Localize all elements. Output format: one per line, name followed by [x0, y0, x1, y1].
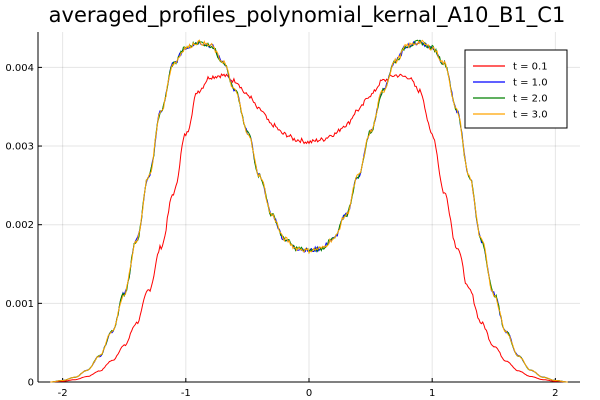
- x-tick-label: -2: [58, 388, 68, 399]
- series-line-4: [50, 39, 568, 383]
- legend: t = 0.1 t = 1.0 t = 2.0 t = 3.0: [464, 49, 568, 129]
- y-tick-label: 0: [28, 378, 34, 389]
- y-tick-label: 0.002: [5, 220, 34, 231]
- series-line-1: [50, 73, 568, 383]
- y-tick-label: 0.001: [5, 299, 34, 310]
- x-tick-label: 0: [306, 388, 312, 399]
- y-tick-label: 0.004: [5, 63, 34, 74]
- x-tick-label: 1: [429, 388, 435, 399]
- legend-label: t = 2.0: [513, 94, 548, 105]
- x-tick-label: -1: [181, 388, 191, 399]
- legend-box: [464, 49, 568, 129]
- x-tick-label: 2: [552, 388, 558, 399]
- y-tick-label: 0.003: [5, 142, 34, 153]
- series-group: [50, 39, 568, 383]
- legend-label: t = 0.1: [513, 62, 548, 73]
- legend-label: t = 1.0: [513, 78, 548, 89]
- legend-label: t = 3.0: [513, 110, 548, 121]
- chart-title: averaged_profiles_polynomial_kernal_A10_…: [49, 3, 566, 28]
